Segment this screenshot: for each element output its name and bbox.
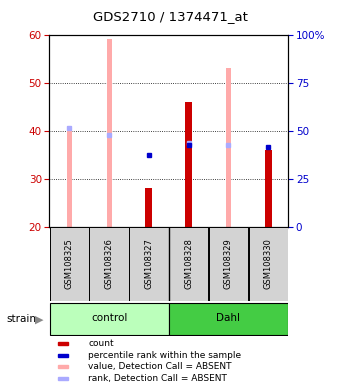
Bar — [67, 126, 72, 227]
Text: GDS2710 / 1374471_at: GDS2710 / 1374471_at — [93, 10, 248, 23]
Text: ▶: ▶ — [35, 314, 43, 324]
Text: value, Detection Call = ABSENT: value, Detection Call = ABSENT — [88, 362, 232, 371]
Text: GSM108326: GSM108326 — [105, 238, 114, 290]
Text: strain: strain — [7, 314, 37, 324]
FancyBboxPatch shape — [249, 227, 288, 301]
Bar — [145, 188, 152, 227]
Bar — [265, 150, 272, 227]
Bar — [226, 68, 231, 227]
Bar — [58, 365, 68, 368]
Text: GSM108329: GSM108329 — [224, 238, 233, 290]
Bar — [185, 102, 192, 227]
Bar — [58, 342, 68, 345]
Text: rank, Detection Call = ABSENT: rank, Detection Call = ABSENT — [88, 374, 227, 383]
FancyBboxPatch shape — [169, 227, 208, 301]
Text: count: count — [88, 339, 114, 348]
Bar — [58, 354, 68, 357]
FancyBboxPatch shape — [129, 227, 168, 301]
Text: GSM108327: GSM108327 — [144, 238, 153, 290]
Text: Dahl: Dahl — [217, 313, 240, 323]
Text: control: control — [91, 313, 127, 323]
Text: GSM108328: GSM108328 — [184, 238, 193, 290]
FancyBboxPatch shape — [89, 227, 129, 301]
Text: percentile rank within the sample: percentile rank within the sample — [88, 351, 241, 360]
Text: GSM108325: GSM108325 — [65, 238, 74, 290]
FancyBboxPatch shape — [169, 303, 288, 334]
FancyBboxPatch shape — [50, 303, 168, 334]
Bar — [107, 40, 112, 227]
FancyBboxPatch shape — [50, 227, 89, 301]
FancyBboxPatch shape — [209, 227, 248, 301]
Text: GSM108330: GSM108330 — [264, 238, 273, 290]
Bar — [58, 377, 68, 380]
